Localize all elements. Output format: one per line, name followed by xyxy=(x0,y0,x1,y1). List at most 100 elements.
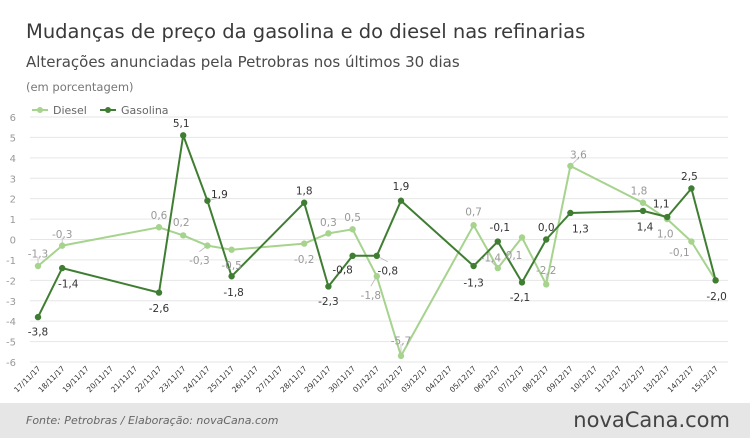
data-label-gasolina: 5,1 xyxy=(173,118,190,130)
data-label-gasolina: -1,3 xyxy=(463,278,484,290)
point-diesel xyxy=(470,222,477,229)
data-label-diesel: 3,6 xyxy=(570,150,587,162)
point-diesel xyxy=(688,238,695,245)
data-label-diesel: -1,3 xyxy=(28,249,49,261)
series-line-gasolina xyxy=(37,134,717,318)
point-gasolina xyxy=(59,264,66,272)
legend-label-gasolina: Gasolina xyxy=(121,104,169,117)
point-gasolina xyxy=(204,197,211,204)
point-gasolina xyxy=(397,197,405,204)
point-diesel xyxy=(494,264,501,272)
data-label-gasolina: 2,5 xyxy=(681,171,698,183)
chart-subtitle: Alterações anunciadas pela Petrobras nos… xyxy=(26,53,460,71)
data-label-gasolina: -1,8 xyxy=(223,287,244,299)
y-tick-label: -4 xyxy=(6,317,16,328)
y-tick-label: -3 xyxy=(6,297,16,308)
y-tick-label: 1 xyxy=(10,215,16,226)
point-diesel xyxy=(397,352,405,360)
data-label-diesel: 0,5 xyxy=(344,212,361,224)
data-label-diesel: 0,2 xyxy=(173,217,190,229)
point-gasolina xyxy=(180,132,187,139)
data-label-diesel: 1,0 xyxy=(657,229,674,241)
series xyxy=(34,132,719,360)
point-gasolina xyxy=(688,185,695,192)
data-label-diesel: 0,6 xyxy=(151,210,168,222)
data-label-gasolina: 1,4 xyxy=(637,221,654,233)
data-label-gasolina: -0,1 xyxy=(490,222,511,234)
data-label-diesel: -1,4 xyxy=(481,253,502,265)
data-label-gasolina: -2,3 xyxy=(318,296,339,308)
y-tick-label: 3 xyxy=(10,174,16,185)
point-gasolina xyxy=(470,262,477,270)
data-label-gasolina: 0,0 xyxy=(538,222,555,234)
y-tick-label: -6 xyxy=(6,358,16,369)
y-tick-label: -5 xyxy=(6,338,16,349)
point-diesel xyxy=(567,162,574,170)
data-label-gasolina: 1,8 xyxy=(296,185,313,197)
unit-note: (em porcentagem) xyxy=(26,80,134,94)
data-label-diesel: -2,2 xyxy=(536,265,557,277)
point-gasolina xyxy=(301,199,308,206)
y-tick-label: -1 xyxy=(6,256,16,267)
source-note: Fonte: Petrobras / Elaboração: novaCana.… xyxy=(26,414,278,427)
point-gasolina xyxy=(325,283,332,290)
point-gasolina xyxy=(373,252,380,260)
series-line-diesel xyxy=(37,165,717,357)
point-diesel xyxy=(349,226,356,233)
data-label-diesel: -5,7 xyxy=(391,335,412,347)
point-diesel xyxy=(34,262,42,270)
data-label-diesel: -0,1 xyxy=(669,247,690,259)
data-label-gasolina: 1,9 xyxy=(211,189,228,201)
point-diesel xyxy=(204,242,211,249)
data-label-diesel: 0,7 xyxy=(465,207,482,219)
legend: Diesel Gasolina xyxy=(32,104,169,117)
data-label-gasolina: -2,0 xyxy=(706,291,727,303)
legend-marker-gasolina xyxy=(105,107,111,113)
point-diesel xyxy=(155,224,163,231)
y-tick-label: 2 xyxy=(10,195,16,206)
y-tick-label: 5 xyxy=(10,133,16,144)
point-diesel xyxy=(325,230,332,237)
footer-bar xyxy=(0,403,750,438)
grid xyxy=(30,116,728,363)
point-gasolina xyxy=(567,209,574,217)
data-label-gasolina: -3,8 xyxy=(28,327,49,339)
point-gasolina xyxy=(34,313,42,321)
point-diesel xyxy=(639,199,647,206)
data-label-diesel: 0,1 xyxy=(506,250,523,262)
point-diesel xyxy=(518,234,526,241)
legend-label-diesel: Diesel xyxy=(53,104,87,117)
point-gasolina xyxy=(155,289,163,296)
point-gasolina xyxy=(712,277,719,284)
data-label-diesel: -0,3 xyxy=(52,229,73,241)
point-diesel xyxy=(59,242,66,249)
point-gasolina xyxy=(543,236,550,243)
data-label-gasolina: 1,9 xyxy=(393,181,410,193)
y-axis-ticks: -6 -5 -4 -3 -2 -1 0 1 2 3 4 5 6 xyxy=(6,113,16,369)
brand-logo: novaCana.com xyxy=(573,408,730,432)
data-label-gasolina: -0,8 xyxy=(378,265,399,277)
data-label-diesel: -0,2 xyxy=(294,254,315,266)
point-gasolina xyxy=(228,273,235,280)
point-gasolina xyxy=(349,252,356,260)
point-diesel xyxy=(301,240,308,247)
point-gasolina xyxy=(664,213,671,221)
point-diesel xyxy=(180,232,187,239)
y-tick-label: 4 xyxy=(10,154,16,165)
data-label-diesel: -1,8 xyxy=(361,290,382,302)
point-gasolina xyxy=(494,238,501,245)
data-label-diesel: -0,5 xyxy=(221,260,242,272)
y-tick-label: 6 xyxy=(10,113,16,124)
data-labels: -1,3-0,30,60,2-0,3 -0,5-0,20,3 0,5-1,8-5,7… xyxy=(28,118,727,348)
y-tick-label: 0 xyxy=(10,236,16,247)
x-axis-ticks: 17/11/1718/11/1719/11/1720/11/1721/11/17… xyxy=(12,364,720,394)
point-gasolina xyxy=(639,207,647,215)
data-label-diesel: -0,3 xyxy=(189,255,210,267)
data-label-gasolina: 1,1 xyxy=(653,199,670,211)
data-label-gasolina: -1,4 xyxy=(58,279,79,291)
point-diesel xyxy=(373,273,380,280)
data-label-gasolina: -2,1 xyxy=(510,292,531,304)
legend-marker-diesel xyxy=(37,107,43,113)
point-diesel xyxy=(228,246,235,253)
data-label-diesel: 1,8 xyxy=(631,185,648,197)
